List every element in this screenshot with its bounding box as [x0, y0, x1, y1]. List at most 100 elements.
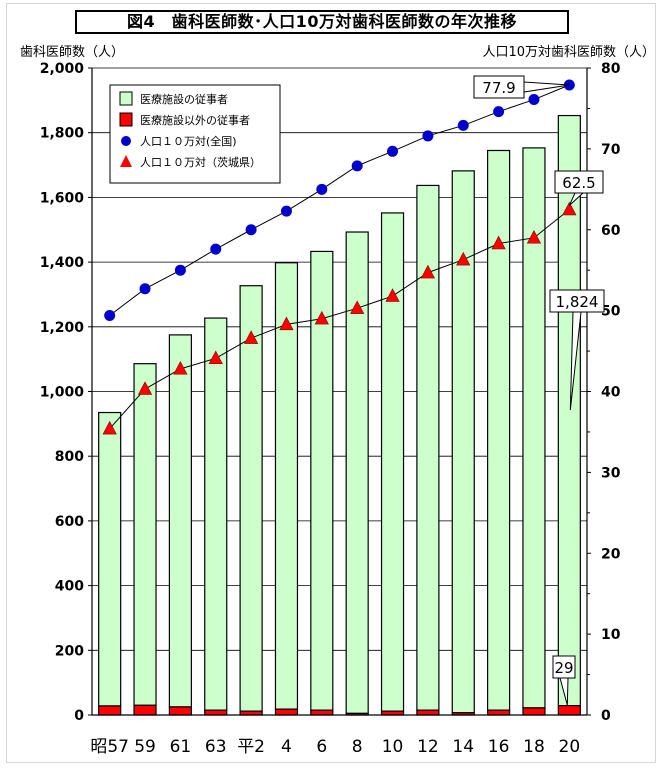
bar-series: [98, 114, 581, 716]
y-right-tick-label: 0: [601, 708, 611, 724]
point-ibaraki: [562, 201, 577, 216]
point-ibaraki: [173, 361, 188, 375]
series-line: [109, 84, 570, 316]
y-right-tick-label: 50: [601, 304, 621, 320]
y-left-tick-label: 1,800: [40, 126, 85, 142]
legend-label: 人口１０万対(全国): [140, 134, 237, 148]
callout-box: [473, 75, 525, 99]
point-ibaraki: [420, 264, 435, 279]
y-left-tick-label: 800: [55, 449, 84, 465]
legend-swatch: [121, 136, 131, 146]
legend-label: 医療施設以外の従事者: [140, 113, 250, 127]
x-tick-label: 63: [205, 737, 227, 757]
callout-bar-total: 1,824: [549, 289, 605, 411]
callout-box: [552, 655, 576, 679]
point-national: [174, 264, 186, 276]
x-tick-label: 20: [559, 737, 581, 757]
point-national: [422, 130, 434, 142]
legend-swatch: [119, 112, 133, 127]
y-left-tick-label: 1,400: [40, 255, 85, 271]
bar-non-facility: [310, 709, 334, 716]
x-tick-label: 昭57: [90, 737, 129, 757]
axes: 02004006008001,0001,2001,4001,6001,8002,…: [40, 61, 621, 757]
legend-label: 医療施設の従事者: [140, 92, 228, 106]
callout-ibaraki-latest: 62.5: [554, 170, 604, 206]
point-national: [493, 106, 505, 118]
point-national: [387, 145, 399, 157]
point-national: [245, 224, 257, 236]
callout-text: 77.9: [482, 79, 515, 97]
bar-non-facility: [522, 707, 546, 716]
bar-facility: [98, 411, 122, 707]
y-left-tick-label: 1,200: [40, 320, 85, 336]
legend-box: [109, 84, 281, 184]
point-national: [104, 309, 116, 321]
point-ibaraki: [208, 350, 223, 365]
line-series: [102, 79, 577, 435]
bar-non-facility: [204, 709, 228, 716]
series-line: [109, 209, 570, 430]
bar-non-facility: [416, 709, 440, 716]
chart-frame: [6, 3, 656, 763]
point-ibaraki: [137, 381, 153, 395]
callout-text: 1,824: [556, 293, 599, 311]
point-ibaraki: [244, 330, 259, 344]
y-right-tick-label: 70: [601, 142, 621, 158]
legend-swatch: [119, 91, 133, 106]
x-tick-label: 16: [488, 737, 510, 757]
chart-title: 図4 歯科医師数･人口10万対歯科医師数の年次推移: [75, 10, 569, 34]
y-left-tick-label: 1,600: [40, 190, 85, 206]
point-ibaraki: [526, 229, 542, 244]
point-ibaraki: [385, 288, 400, 302]
point-ibaraki: [350, 300, 365, 314]
y-left-tick-label: 0: [74, 708, 84, 724]
point-ibaraki: [456, 251, 471, 266]
point-ibaraki: [314, 310, 329, 325]
point-national: [351, 160, 363, 172]
bar-non-facility: [168, 706, 192, 716]
y-right-tick-label: 30: [601, 465, 621, 481]
x-tick-label: 8: [352, 737, 363, 757]
x-tick-label: 59: [134, 737, 156, 757]
bar-non-facility: [557, 705, 581, 716]
bar-non-facility: [487, 709, 511, 716]
bar-non-facility: [133, 704, 157, 716]
point-national: [457, 119, 469, 131]
callout-text: 62.5: [562, 174, 595, 192]
bar-facility: [204, 317, 228, 711]
bar-facility: [487, 149, 511, 711]
annotations: 77.9 62.5 1,824 29: [473, 75, 605, 706]
y-right-tick-label: 80: [601, 61, 621, 77]
y-left-tick-label: 600: [55, 514, 84, 530]
x-tick-label: 61: [170, 737, 192, 757]
point-ibaraki: [491, 235, 506, 250]
x-tick-label: 平2: [237, 737, 265, 757]
x-tick-label: 12: [417, 737, 439, 757]
bar-non-facility: [274, 708, 299, 716]
callout-box: [549, 289, 605, 313]
bar-facility: [416, 184, 440, 711]
y-left-tick-label: 400: [55, 579, 84, 595]
point-ibaraki: [279, 316, 294, 331]
point-national: [280, 205, 292, 217]
point-ibaraki: [102, 420, 117, 435]
point-national: [139, 283, 151, 295]
y-axis-right-label: 人口10万対歯科医師数（人）: [482, 45, 655, 60]
point-national: [316, 183, 328, 195]
callout-box: [554, 170, 604, 194]
legend-swatch: [120, 155, 132, 167]
y-left-tick-label: 200: [55, 643, 84, 659]
x-tick-label: 6: [316, 737, 327, 757]
y-right-tick-label: 60: [601, 223, 621, 239]
x-tick-label: 10: [382, 737, 404, 757]
y-right-tick-label: 40: [601, 385, 621, 401]
callout-text: 29: [554, 659, 573, 677]
y-left-tick-label: 1,000: [40, 385, 85, 401]
bar-facility: [168, 334, 192, 708]
point-national: [210, 243, 222, 255]
point-national: [528, 94, 540, 106]
callout-bar-other: 29: [552, 655, 576, 706]
legend-label: 人口１０万対（茨城県）: [140, 155, 261, 169]
x-tick-label: 18: [523, 737, 545, 757]
